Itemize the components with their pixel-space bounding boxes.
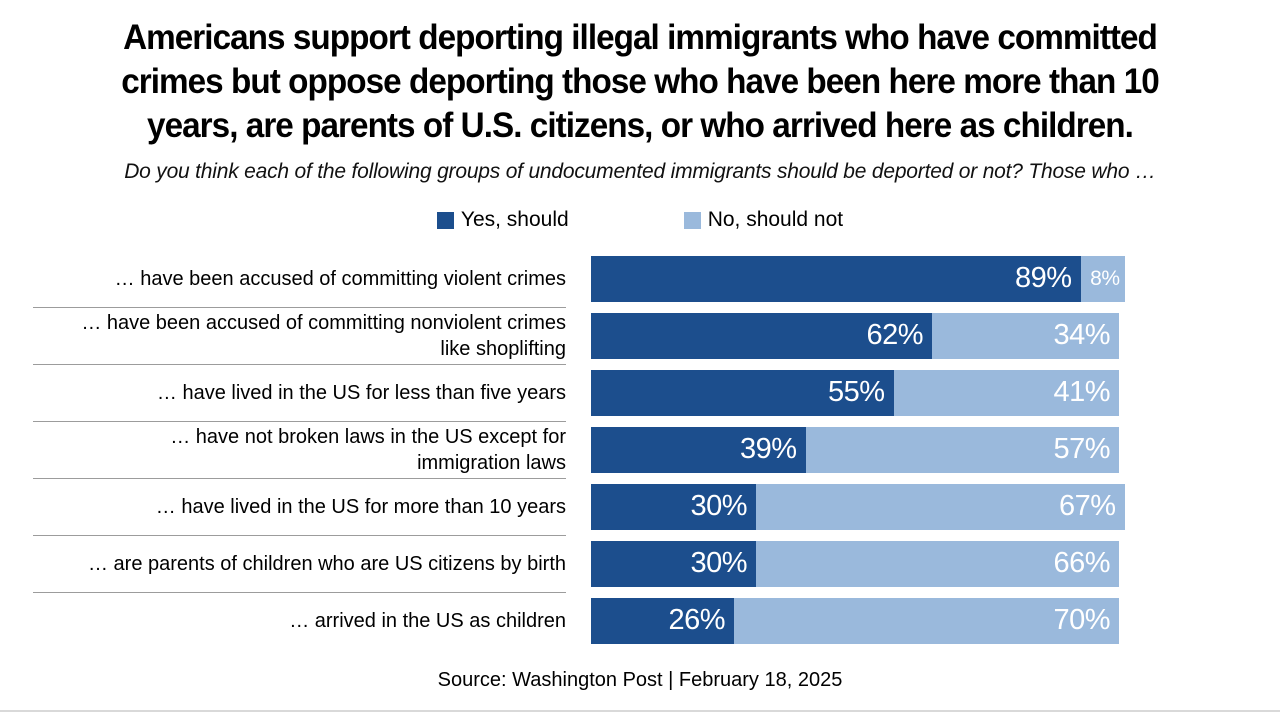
bar-value-label: 66% [1053,547,1110,579]
row-label-line: … have lived in the US for less than fiv… [156,382,566,404]
bar-segment-yes: 89% [591,255,1081,302]
legend-label-yes: Yes, should [460,208,569,231]
stacked-bar: 30% 66% [591,540,1141,587]
row-label: … arrived in the US as children [33,592,566,649]
chart-row: … have lived in the US for less than fiv… [0,364,1280,421]
stacked-bar: 62% 34% [591,312,1141,359]
row-label: … are parents of children who are US cit… [33,535,566,592]
row-label-line: … are parents of children who are US cit… [88,553,566,575]
bar-segment-no: 8% [1080,255,1125,302]
chart-row: … arrived in the US as children 26% 70% [0,592,1280,649]
chart-row: … have not broken laws in the US except … [0,421,1280,478]
bar-segment-yes: 39% [591,426,806,473]
row-label: … have been accused of committing violen… [33,250,566,307]
row-label-line: … have been accused of committing violen… [114,267,566,290]
footer-rule [0,710,1280,712]
bar-value-label: 8% [1090,266,1120,290]
chart-row: … are parents of children who are US cit… [0,535,1280,592]
chart-row: … have been accused of committing violen… [0,250,1280,307]
stacked-bar: 89% 8% [591,255,1141,302]
bar-value-label: 30% [690,490,747,522]
bar-value-label: 30% [690,547,747,579]
row-label-line: … have been accused of committing nonvio… [81,312,566,334]
source-note: Source: Washington Post | February 18, 2… [437,669,843,691]
bar-segment-no: 41% [893,369,1119,416]
title-line: crimes but oppose deporting those who ha… [121,62,1160,101]
bar-segment-yes: 30% [591,540,756,587]
legend-swatch-yes-icon [436,211,454,229]
chart-legend: Yes, should No, should not [0,208,1280,232]
stacked-bar: 30% 67% [591,483,1141,530]
stacked-bar: 39% 57% [591,426,1141,473]
bar-value-label: 55% [827,376,885,408]
bar-segment-yes: 30% [591,483,756,530]
bar-segment-no: 70% [734,597,1119,644]
title-line: Americans support deporting illegal immi… [123,18,1158,57]
row-label: … have lived in the US for more than 10 … [33,478,566,535]
bar-segment-no: 67% [756,483,1125,530]
bar-value-label: 67% [1058,490,1116,522]
bar-value-label: 26% [668,604,725,636]
legend-item-no: No, should not [683,208,844,232]
bar-segment-yes: 62% [591,312,932,359]
bar-value-label: 89% [1014,262,1072,294]
legend-label-no: No, should not [707,208,844,231]
row-label-line: … arrived in the US as children [289,610,566,632]
bar-value-label: 62% [866,319,923,351]
title-line: years, are parents of U.S. citizens, or … [147,106,1134,145]
chart-row: … have lived in the US for more than 10 … [0,478,1280,535]
row-label-line: immigration laws [417,452,566,474]
stacked-bar: 26% 70% [591,597,1141,644]
row-label: … have not broken laws in the US except … [33,421,566,478]
bar-value-label: 70% [1053,604,1110,636]
bar-value-label: 34% [1053,319,1110,351]
bar-value-label: 57% [1053,433,1110,465]
bar-segment-no: 57% [805,426,1119,473]
bar-segment-no: 66% [756,540,1119,587]
row-label: … have lived in the US for less than fiv… [33,364,566,421]
legend-item-yes: Yes, should [436,208,569,232]
stacked-bar-chart: … have been accused of committing violen… [0,250,1280,649]
row-label-line: … have not broken laws in the US except … [170,426,566,448]
row-label-line: … have lived in the US for more than 10 … [155,496,566,518]
chart-row: … have been accused of committing nonvio… [0,307,1280,364]
chart-subtitle: Do you think each of the following group… [124,160,1156,183]
bar-segment-no: 34% [932,312,1119,359]
bar-value-label: 39% [739,433,797,465]
row-label: … have been accused of committing nonvio… [33,307,566,364]
row-label-line: like shoplifting [440,338,566,360]
bar-segment-yes: 55% [591,369,894,416]
page-title: Americans support deporting illegal immi… [0,0,1280,148]
legend-swatch-no-icon [683,211,701,229]
stacked-bar: 55% 41% [591,369,1141,416]
bar-segment-yes: 26% [591,597,734,644]
bar-value-label: 41% [1053,376,1110,408]
